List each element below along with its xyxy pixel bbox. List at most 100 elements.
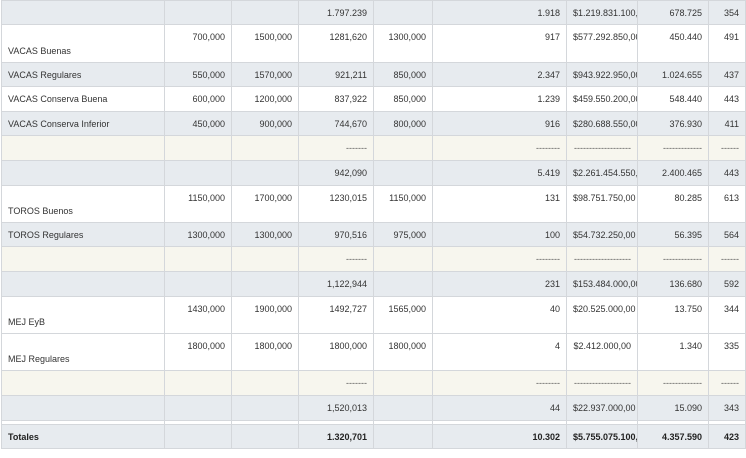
value-col-1: 450,000 <box>164 111 232 136</box>
value-col-1 <box>164 271 232 297</box>
category-cell: VACAS Conserva Buena <box>1 86 165 112</box>
value-col-3: 1,520,013 <box>298 395 374 421</box>
category-cell <box>1 370 165 396</box>
value-col-1 <box>164 160 232 186</box>
value-col-2: 1200,000 <box>231 86 299 112</box>
value-col-2 <box>231 271 299 297</box>
amount-cell: $20.525.000,00 <box>566 296 638 334</box>
value-col-1 <box>164 246 232 272</box>
value-col-7: 80.285 <box>637 185 709 223</box>
value-col-8: 443 <box>708 86 746 112</box>
value-col-5: 231 <box>432 271 567 297</box>
value-col-4 <box>373 160 433 186</box>
value-col-3: 921,211 <box>298 62 374 87</box>
livestock-summary-table: 1.797.239 1.918$1.219.831.100,00678.72535… <box>1 0 746 449</box>
category-cell: VACAS Buenas <box>1 24 165 63</box>
table-row: TOROS Regulares 1300,000 1300,000 970,516 97… <box>1 222 746 247</box>
value-col-8: ------ <box>708 370 746 396</box>
value-col-3: 1281,620 <box>298 24 374 63</box>
value-col-1 <box>164 135 232 161</box>
value-col-2 <box>231 246 299 272</box>
value-col-4 <box>373 271 433 297</box>
value-col-3: 942,090 <box>298 160 374 186</box>
value-col-5: 10.302 <box>432 424 567 449</box>
value-col-7: ------------- <box>637 246 709 272</box>
value-col-2: 1570,000 <box>231 62 299 87</box>
category-cell <box>1 0 165 25</box>
value-col-1: 1800,000 <box>164 333 232 371</box>
value-col-7: 548.440 <box>637 86 709 112</box>
value-col-3: ------- <box>298 135 374 161</box>
amount-cell: $577.292.850,00 <box>566 24 638 63</box>
value-col-5: -------- <box>432 370 567 396</box>
amount-cell: ------------------- <box>566 246 638 272</box>
value-col-2: 1300,000 <box>231 222 299 247</box>
value-col-1 <box>164 424 232 449</box>
value-col-7: 56.395 <box>637 222 709 247</box>
value-col-8: 437 <box>708 62 746 87</box>
value-col-2: 1900,000 <box>231 296 299 334</box>
amount-cell: $22.937.000,00 <box>566 395 638 421</box>
value-col-1 <box>164 395 232 421</box>
value-col-7: 13.750 <box>637 296 709 334</box>
value-col-7: 678.725 <box>637 0 709 25</box>
value-col-4: 850,000 <box>373 86 433 112</box>
category-cell: TOROS Buenos <box>1 185 165 223</box>
value-col-5: 100 <box>432 222 567 247</box>
value-col-3: 1.320,701 <box>298 424 374 449</box>
table-row: 1,520,013 44 $22.937.000,00 15.090 343 <box>1 395 746 421</box>
value-col-4 <box>373 424 433 449</box>
value-col-4 <box>373 246 433 272</box>
value-col-8: 343 <box>708 395 746 421</box>
value-col-8: 613 <box>708 185 746 223</box>
table-body: 1.797.239 1.918$1.219.831.100,00678.72535… <box>1 0 746 449</box>
value-col-8: 423 <box>708 424 746 449</box>
value-col-2: 1500,000 <box>231 24 299 63</box>
value-col-5: 5.419 <box>432 160 567 186</box>
value-col-2 <box>231 160 299 186</box>
category-cell <box>1 395 165 421</box>
value-col-5: 4 <box>432 333 567 371</box>
value-col-5: 916 <box>432 111 567 136</box>
value-col-7: 2.400.465 <box>637 160 709 186</box>
amount-cell: ------------------- <box>566 370 638 396</box>
table-row: MEJ EyB 1430,000 1900,000 1492,727 1565,000 4… <box>1 296 746 334</box>
value-col-5: 131 <box>432 185 567 223</box>
value-col-1: 1430,000 <box>164 296 232 334</box>
value-col-8: 411 <box>708 111 746 136</box>
category-cell <box>1 246 165 272</box>
value-col-8: 491 <box>708 24 746 63</box>
category-cell <box>1 271 165 297</box>
value-col-3: 1.797.239 <box>298 0 374 25</box>
category-cell <box>1 160 165 186</box>
value-col-4 <box>373 135 433 161</box>
amount-cell: $1.219.831.100,00 <box>566 0 638 25</box>
table-row: VACAS Buenas 700,000 1500,000 1281,620 1300,… <box>1 24 746 63</box>
value-col-1: 600,000 <box>164 86 232 112</box>
value-col-4: 800,000 <box>373 111 433 136</box>
value-col-1: 1150,000 <box>164 185 232 223</box>
totals-row: Totales1.320,70110.302$5.755.075.100,004… <box>1 424 746 449</box>
value-col-5: 40 <box>432 296 567 334</box>
amount-cell: $459.550.200,00 <box>566 86 638 112</box>
value-col-8: 344 <box>708 296 746 334</box>
value-col-5: 1.239 <box>432 86 567 112</box>
amount-cell: $943.922.950,00 <box>566 62 638 87</box>
value-col-1: 1300,000 <box>164 222 232 247</box>
value-col-2: 1800,000 <box>231 333 299 371</box>
value-col-3: 1,122,944 <box>298 271 374 297</box>
value-col-2: 1700,000 <box>231 185 299 223</box>
category-cell: MEJ EyB <box>1 296 165 334</box>
value-col-5: 2.347 <box>432 62 567 87</box>
table-row: 1.797.239 1.918$1.219.831.100,00678.72535… <box>1 0 746 25</box>
table-row: VACAS Regulares 550,000 1570,000 921,211 850… <box>1 62 746 87</box>
value-col-2 <box>231 424 299 449</box>
value-col-7: 15.090 <box>637 395 709 421</box>
value-col-4: 1800,000 <box>373 333 433 371</box>
value-col-2 <box>231 135 299 161</box>
value-col-5: -------- <box>432 246 567 272</box>
category-cell <box>1 135 165 161</box>
value-col-1 <box>164 370 232 396</box>
table-row: 1,122,944 231 $153.484.000,00 136.680 592 <box>1 271 746 297</box>
value-col-5: 44 <box>432 395 567 421</box>
